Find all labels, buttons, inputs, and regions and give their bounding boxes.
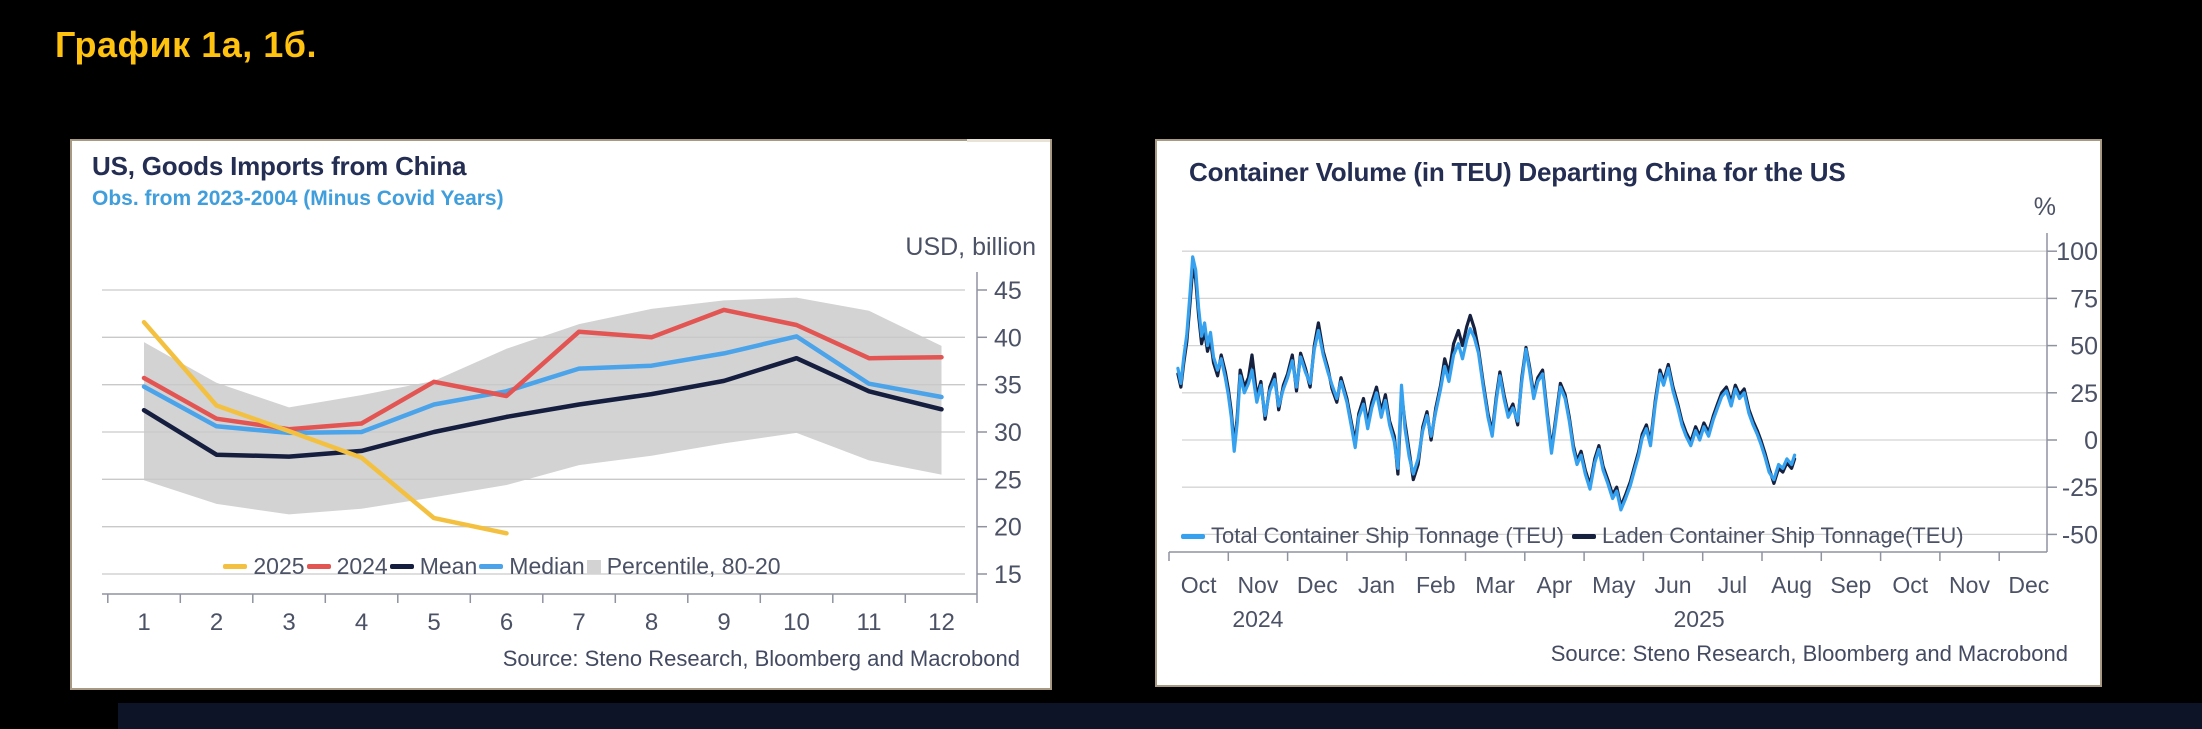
y-tick-label: 35 xyxy=(994,372,1022,400)
x-tick-label: 6 xyxy=(500,609,513,636)
legend-label: Laden Container Ship Tonnage(TEU) xyxy=(1602,523,1964,548)
left-chart-source: Source: Steno Research, Bloomberg and Ma… xyxy=(502,646,1020,671)
right-chart-source: Source: Steno Research, Bloomberg and Ma… xyxy=(1550,641,2068,666)
legend-swatch xyxy=(223,564,248,569)
legend-item: 2024 xyxy=(306,553,388,580)
y-tick-label: 40 xyxy=(994,324,1022,352)
legend-swatch xyxy=(1572,533,1597,539)
x-month-label: Aug xyxy=(1771,572,1812,598)
legend-item: Median xyxy=(479,553,585,580)
legend-label: 2025 xyxy=(253,553,305,579)
legend-swatch xyxy=(306,564,331,569)
x-tick-label: 2 xyxy=(210,609,223,636)
y-tick-label: 0 xyxy=(2084,427,2098,455)
x-month-label: Jul xyxy=(1718,572,1747,598)
x-month-label: Dec xyxy=(2008,572,2049,598)
container-volume-chart-panel: Container Volume (in TEU) Departing Chin… xyxy=(1155,139,2102,687)
right-chart-unit-label: % xyxy=(2033,193,2056,221)
bottom-slide-bar xyxy=(118,703,2202,729)
legend-swatch xyxy=(586,559,601,574)
y-tick-label: 100 xyxy=(2056,238,2098,266)
y-tick-label: 20 xyxy=(994,514,1022,542)
series-line-2025 xyxy=(141,319,509,536)
y-tick-label: 15 xyxy=(994,561,1022,589)
x-tick-label: 4 xyxy=(355,609,368,636)
x-tick-label: 7 xyxy=(572,609,585,636)
legend-label: Mean xyxy=(419,553,478,579)
x-month-label: May xyxy=(1592,572,1636,598)
y-tick-label: 25 xyxy=(994,466,1022,494)
right-chart-title: Container Volume (in TEU) Departing Chin… xyxy=(1189,157,1846,187)
legend-item: 2025 xyxy=(223,553,305,580)
legend-swatch xyxy=(1181,533,1205,539)
x-tick-label: 3 xyxy=(282,609,295,636)
panel-border-notch xyxy=(967,139,1050,142)
right-chart-legend: Total Container Ship Tonnage (TEU) Laden … xyxy=(1181,523,1972,549)
x-month-label: Oct xyxy=(1181,572,1217,598)
x-month-label: Apr xyxy=(1537,572,1573,598)
x-tick-label: 10 xyxy=(783,609,810,636)
series-line-Median xyxy=(141,334,944,436)
y-tick-label: 45 xyxy=(994,277,1022,305)
x-month-label: Mar xyxy=(1475,572,1515,598)
x-year-label: 2025 xyxy=(1674,606,1725,632)
y-tick-label: 75 xyxy=(2070,285,2098,313)
y-tick-label: 25 xyxy=(2070,380,2098,408)
legend-label: Median xyxy=(509,553,585,579)
x-month-label: Jun xyxy=(1654,572,1691,598)
series-line-Mean xyxy=(141,355,944,459)
x-month-label: Nov xyxy=(1237,572,1278,598)
y-tick-label: 50 xyxy=(2070,333,2098,361)
x-month-label: Oct xyxy=(1892,572,1928,598)
legend-item: Mean xyxy=(389,553,478,580)
series-line-Total Container Ship Tonnage (TEU) xyxy=(1176,255,1797,512)
x-tick-label: 11 xyxy=(857,609,882,636)
x-month-label: Jan xyxy=(1358,572,1395,598)
legend-label: 2024 xyxy=(336,553,388,579)
legend-label: Percentile, 80-20 xyxy=(606,553,781,579)
x-month-label: Nov xyxy=(1949,572,1990,598)
legend-item: Total Container Ship Tonnage (TEU) xyxy=(1181,523,1564,549)
figure-caption: График 1а, 1б. xyxy=(55,24,318,65)
container-volume-plot: -50 -25 0 25 50 75 100 Oct Nov Dec Jan Feb Mar Apr May… xyxy=(1168,233,2098,632)
goods-imports-chart-panel: US, Goods Imports from China Obs. from 2… xyxy=(70,139,1052,690)
x-year-label: 2024 xyxy=(1232,606,1283,632)
legend-item: Percentile, 80-20 xyxy=(586,553,781,580)
left-chart-legend: 2025 2024 Mean Median Percentile, 80-20 xyxy=(102,553,902,580)
x-month-label: Feb xyxy=(1416,572,1456,598)
x-month-label: Dec xyxy=(1297,572,1338,598)
x-tick-label: 8 xyxy=(645,609,658,636)
y-tick-label: 30 xyxy=(994,419,1022,447)
left-chart-unit-label: USD, billion xyxy=(905,233,1036,261)
x-tick-label: 5 xyxy=(427,609,440,636)
legend-label: Total Container Ship Tonnage (TEU) xyxy=(1211,523,1565,548)
x-tick-label: 1 xyxy=(137,609,150,636)
x-tick-label: 9 xyxy=(717,609,730,636)
y-tick-label: -25 xyxy=(2062,474,2098,502)
y-tick-label: -50 xyxy=(2062,521,2098,549)
x-month-label: Sep xyxy=(1830,572,1871,598)
left-chart-title: US, Goods Imports from China xyxy=(92,151,467,181)
legend-item: Laden Container Ship Tonnage(TEU) xyxy=(1572,523,1964,549)
legend-swatch xyxy=(389,564,414,569)
x-tick-label: 12 xyxy=(928,609,955,636)
legend-swatch xyxy=(479,564,504,569)
left-chart-subtitle: Obs. from 2023-2004 (Minus Covid Years) xyxy=(92,187,504,210)
percentile-band xyxy=(144,297,942,515)
